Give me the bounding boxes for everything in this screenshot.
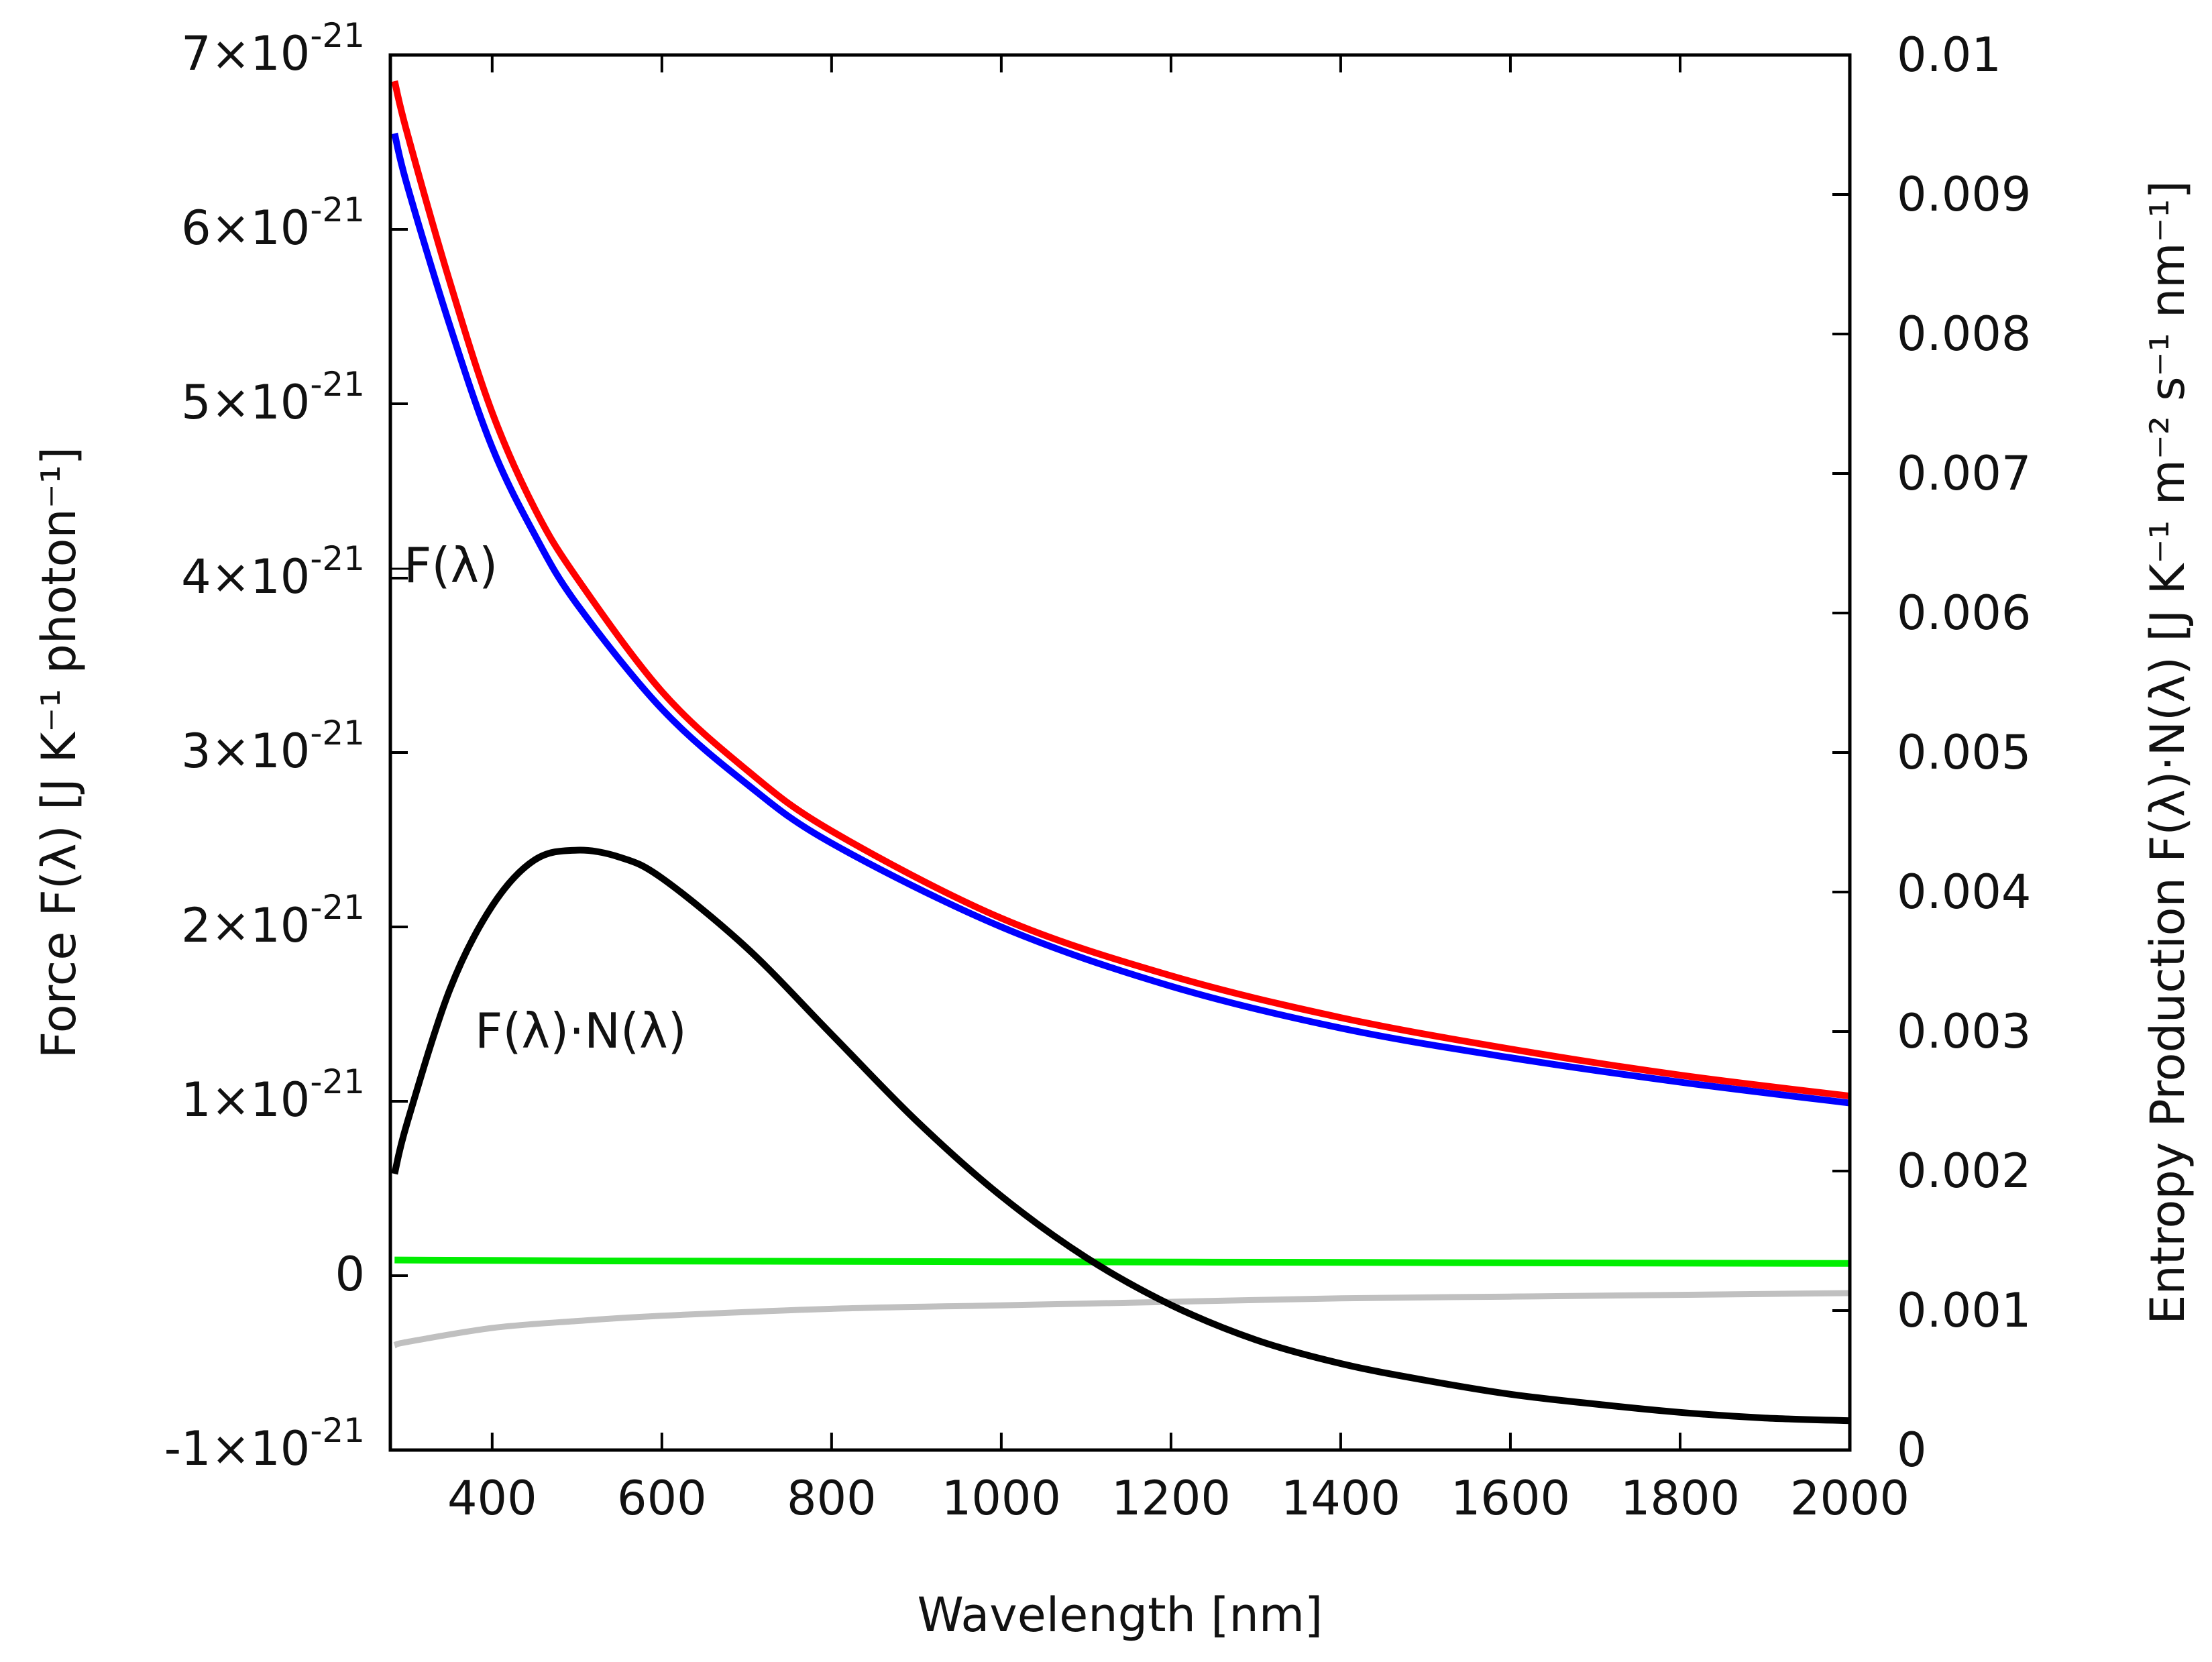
y-tick-label-left-exponent: -21 [310,190,365,229]
y-tick-label-right: 0.004 [1897,865,2031,920]
y-tick-label-left-mantissa: 1×10 [181,1072,310,1127]
y-tick-label-left-exponent: -21 [310,1411,365,1450]
y-tick-label-left-exponent: -21 [310,1062,365,1101]
y-tick-label-left-mantissa: 7×10 [181,26,310,81]
y-tick-label-left-exponent: -21 [310,539,365,578]
y-tick-label-right: 0.01 [1897,27,2001,82]
x-tick-label: 1800 [1620,1471,1740,1526]
series-line-green [394,1256,1850,1267]
series-line-red [391,80,1850,1100]
y-tick-label-right: 0.006 [1897,586,2031,641]
y-tick-label-right: 0.008 [1897,307,2031,362]
labels-layer: 400 600 800 1000 1200 1400 1600 1800 2000-1×10-2… [164,16,2032,1526]
y-tick-label-left: 1×10-21 [181,1062,365,1127]
y-tick-label-left: -1×10-21 [164,1411,365,1476]
x-tick-label: 1200 [1111,1471,1231,1526]
y-tick-label-left-exponent: -21 [310,365,365,404]
y-tick-label-right: 0.002 [1897,1144,2031,1199]
series-layer [391,80,1850,1425]
series-line-gray [392,1290,1850,1349]
y-tick-label-left-exponent: -21 [310,888,365,927]
y-tick-label-right: 0 [1897,1423,1927,1478]
x-tick-label: 1600 [1451,1471,1570,1526]
y-tick-label-left: 7×10-21 [181,16,365,81]
y-tick-label-left-mantissa: 4×10 [181,549,310,604]
y-tick-label-left-mantissa: 5×10 [181,375,310,430]
ticks-layer [390,54,1851,1451]
series-line-entropy-production [391,846,1850,1425]
y-tick-label-left-mantissa: -1×10 [164,1421,311,1476]
x-tick-label: 800 [787,1471,877,1526]
y-tick-label-left: 0 [335,1247,365,1302]
y-tick-label-right: 0.001 [1897,1283,2031,1338]
y-tick-label-left: 4×10-21 [181,539,365,604]
x-tick-label: 400 [447,1471,537,1526]
x-axis-title: Wavelength [nm] [918,1588,1323,1643]
series-line-blue [391,132,1850,1107]
annotation-entropy-production: F(λ)·N(λ) [475,1003,687,1059]
annotation-force: F(λ) [404,537,498,594]
y-tick-label-right: 0.003 [1897,1004,2031,1059]
x-tick-label: 600 [617,1471,707,1526]
y-tick-label-left: 5×10-21 [181,365,365,430]
x-tick-label: 1400 [1281,1471,1400,1526]
y-tick-label-right: 0.007 [1897,446,2031,501]
y-tick-label-left: 6×10-21 [181,190,365,256]
x-tick-label: 1000 [942,1471,1061,1526]
y-tick-label-left-mantissa: 6×10 [181,201,310,256]
y-tick-label-left-mantissa: 3×10 [181,724,310,779]
y-tick-label-left-exponent: -21 [310,714,365,753]
y-tick-label-right: 0.009 [1897,167,2031,222]
y-tick-label-left-exponent: -21 [310,16,365,55]
x-tick-label: 2000 [1790,1471,1910,1526]
y-tick-label-left-mantissa: 2×10 [181,898,310,953]
y-tick-label-left-mantissa: 0 [335,1247,365,1302]
y-tick-label-right: 0.005 [1897,725,2031,780]
y-tick-label-left: 2×10-21 [181,888,365,953]
y-tick-label-left: 3×10-21 [181,714,365,779]
y-axis-title-right: Entropy Production F(λ)·N(λ) [J K⁻¹ m⁻² … [2140,180,2195,1325]
y-axis-title-left: Force F(λ) [J K⁻¹ photon⁻¹] [32,447,87,1058]
